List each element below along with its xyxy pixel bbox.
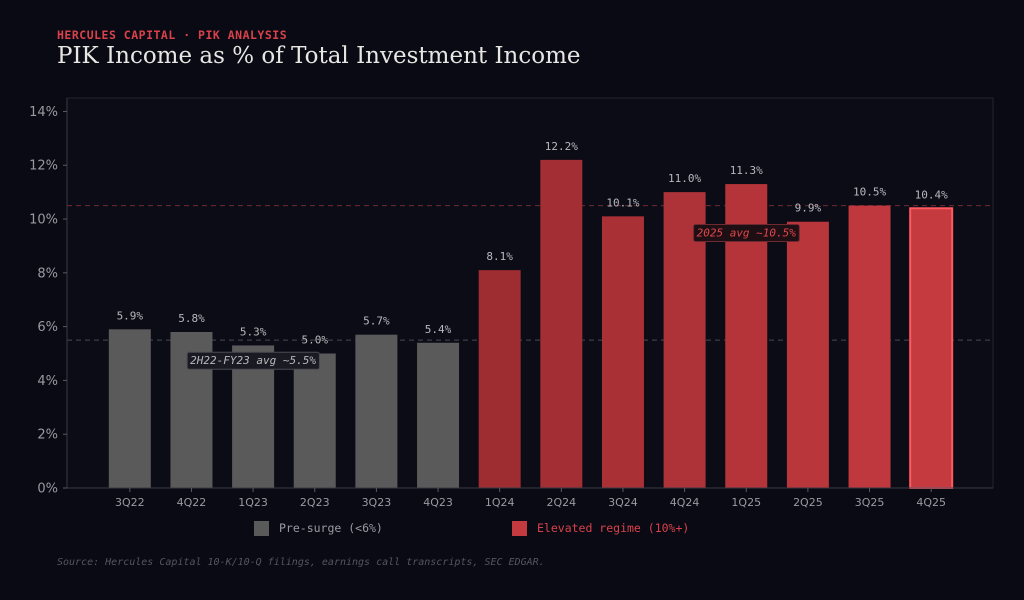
- legend-label-elevated: Elevated regime (10%+): [537, 521, 690, 535]
- x-tick-label-2q25: 2Q25: [793, 496, 823, 509]
- reference-label-elevated: 2025 avg ~10.5%: [697, 226, 797, 239]
- legend-label-pre-surge: Pre-surge (<6%): [279, 521, 383, 535]
- bar-2q23: [293, 353, 336, 488]
- x-tick-label-3q25: 3Q25: [855, 496, 885, 509]
- x-tick-label-4q24: 4Q24: [670, 496, 700, 509]
- value-label-2q23: 5.0%: [302, 334, 329, 347]
- value-label-2q25: 9.9%: [795, 202, 822, 215]
- value-label-4q23: 5.4%: [425, 323, 452, 336]
- bar-3q22: [108, 329, 151, 488]
- value-label-4q22: 5.8%: [178, 312, 205, 325]
- bar-4q23: [417, 342, 460, 488]
- reference-label-box: [693, 223, 800, 242]
- bar-3q24: [601, 216, 644, 488]
- y-tick-label: 0%: [37, 482, 58, 497]
- bar-3q25: [848, 205, 891, 488]
- value-label-3q25: 10.5%: [853, 186, 886, 199]
- reference-label-box: [186, 351, 320, 370]
- legend-item-pre-surge: Pre-surge (<6%): [254, 519, 383, 537]
- source-note: Source: Hercules Capital 10-K/10-Q filin…: [57, 557, 545, 568]
- x-tick-label-1q23: 1Q23: [238, 496, 268, 509]
- x-tick-label-4q23: 4Q23: [423, 496, 453, 509]
- y-tick-label: 2%: [37, 428, 58, 443]
- bar-1q24: [478, 270, 521, 488]
- value-label-3q24: 10.1%: [606, 196, 639, 209]
- legend-swatch-pre-surge: [254, 520, 269, 536]
- x-tick-label-4q25: 4Q25: [916, 496, 946, 509]
- y-tick-label: 4%: [37, 374, 58, 389]
- x-tick-label-1q24: 1Q24: [485, 496, 515, 509]
- x-tick-label-3q22: 3Q22: [115, 496, 145, 509]
- x-tick-label-4q22: 4Q22: [177, 496, 207, 509]
- y-tick-label: 14%: [29, 105, 58, 120]
- value-label-4q25: 10.4%: [915, 188, 948, 201]
- value-label-3q23: 5.7%: [363, 315, 390, 328]
- x-tick-label-2q23: 2Q23: [300, 496, 330, 509]
- legend-swatch-elevated: [512, 520, 527, 536]
- x-tick-label-3q23: 3Q23: [362, 496, 392, 509]
- bar-2q24: [540, 159, 583, 489]
- chart-eyebrow: HERCULES CAPITAL · PIK ANALYSIS: [57, 28, 288, 42]
- y-tick-label: 8%: [37, 266, 58, 281]
- bar-4q25: [909, 207, 954, 490]
- bar-3q23: [355, 334, 398, 488]
- plot-area: [66, 97, 994, 489]
- bar-2q25: [786, 221, 829, 489]
- chart-title: PIK Income as % of Total Investment Inco…: [57, 43, 581, 69]
- value-label-2q24: 12.2%: [545, 140, 578, 153]
- y-tick-label: 12%: [29, 159, 58, 174]
- value-label-3q22: 5.9%: [117, 309, 144, 322]
- x-tick-label-3q24: 3Q24: [608, 496, 638, 509]
- y-tick-label: 10%: [29, 213, 58, 228]
- value-label-1q25: 11.3%: [730, 164, 763, 177]
- legend-item-elevated: Elevated regime (10%+): [512, 519, 689, 537]
- reference-label-pre-surge: 2H22-FY23 avg ~5.5%: [190, 354, 316, 367]
- y-tick-label: 6%: [37, 320, 58, 335]
- x-tick-label-2q24: 2Q24: [546, 496, 576, 509]
- value-label-1q24: 8.1%: [486, 250, 513, 263]
- x-tick-label-1q25: 1Q25: [731, 496, 761, 509]
- value-label-4q24: 11.0%: [668, 172, 701, 185]
- value-label-1q23: 5.3%: [240, 325, 267, 338]
